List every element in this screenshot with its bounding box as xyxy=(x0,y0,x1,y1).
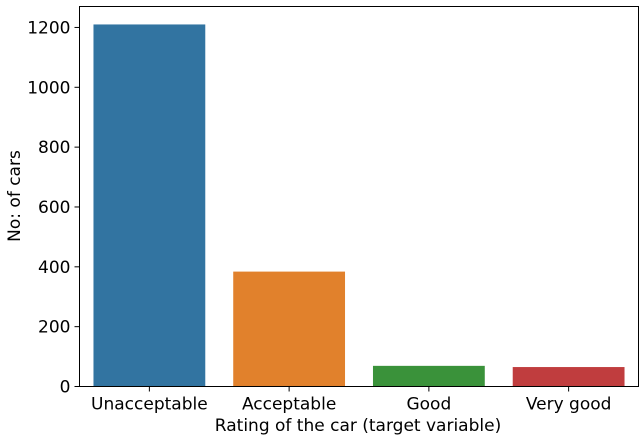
y-tick-label: 200 xyxy=(38,318,70,338)
x-tick-label: Acceptable xyxy=(242,395,336,415)
y-axis-ticks: 0 200 400 600 800 1000 1200 xyxy=(27,18,80,398)
bars-group xyxy=(93,24,625,387)
x-tick-label: Good xyxy=(406,395,451,415)
y-tick-label: 600 xyxy=(38,198,70,218)
y-tick-label: 0 xyxy=(60,378,71,398)
x-axis-label: Rating of the car (target variable) xyxy=(215,416,501,436)
y-tick-label: 400 xyxy=(38,258,70,278)
bar-very-good xyxy=(512,367,625,387)
x-axis-ticks: Unacceptable Acceptable Good Very good xyxy=(91,386,612,415)
x-tick-label: Unacceptable xyxy=(91,395,208,415)
plot-frame xyxy=(79,6,639,387)
y-tick-label: 800 xyxy=(38,138,70,158)
x-tick-label: Very good xyxy=(526,395,612,415)
y-tick-label: 1000 xyxy=(27,78,70,98)
bar-acceptable xyxy=(233,271,346,387)
y-tick-label: 1200 xyxy=(27,18,70,38)
bar-unacceptable xyxy=(93,24,206,387)
y-axis-label: No: of cars xyxy=(5,150,25,242)
bar-good xyxy=(372,365,485,387)
